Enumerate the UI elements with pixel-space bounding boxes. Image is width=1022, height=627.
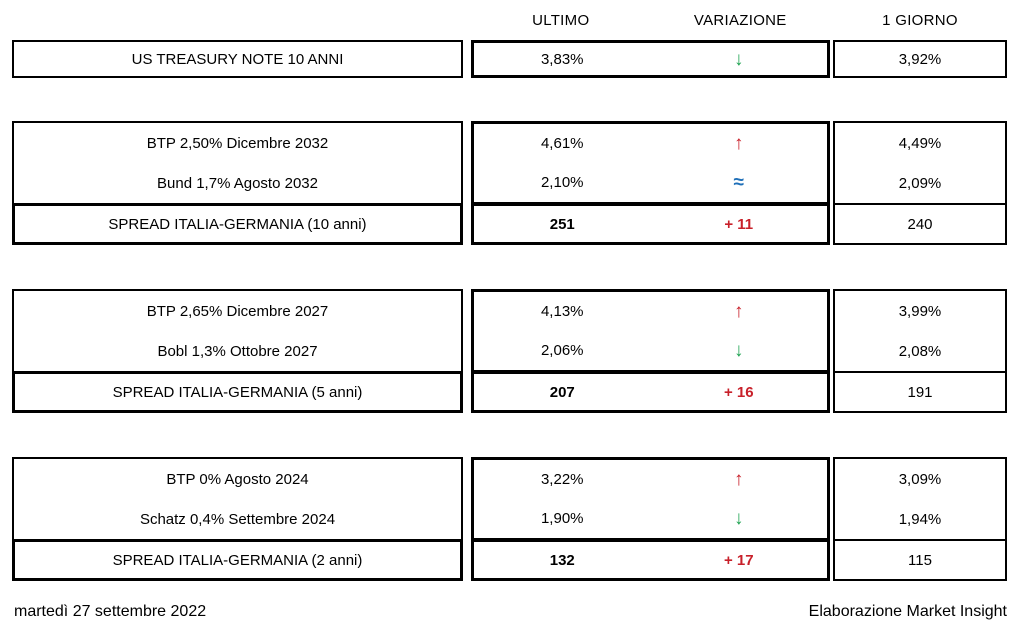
ultimo-value: 2,06% xyxy=(540,342,584,359)
giorno-value: 1,94% xyxy=(898,510,942,528)
spread-label: SPREAD ITALIA-GERMANIA (10 anni) xyxy=(108,215,367,233)
ultimo-value: 1,90% xyxy=(540,510,584,527)
header-spacer xyxy=(12,8,463,32)
instrument-label: BTP 2,50% Dicembre 2032 xyxy=(146,134,329,152)
column-headers: ULTIMO VARIAZIONE 1 GIORNO xyxy=(12,8,1022,32)
giorno-value: 3,92% xyxy=(898,50,942,68)
btp-schatz-2y-table: BTP 0% Agosto 2024 Schatz 0,4% Settembre… xyxy=(0,457,1022,581)
spread-label: SPREAD ITALIA-GERMANIA (2 anni) xyxy=(112,551,363,569)
footer: martedì 27 settembre 2022 Elaborazione M… xyxy=(14,603,1007,621)
approx-equal-icon: ≈ xyxy=(733,172,744,193)
spread-ultimo-value: 132 xyxy=(549,551,575,569)
arrow-up-icon: ↑ xyxy=(734,469,744,490)
instrument-label: BTP 0% Agosto 2024 xyxy=(166,470,309,488)
btp-bobl-5y-table: BTP 2,65% Dicembre 2027 Bobl 1,3% Ottobr… xyxy=(0,289,1022,413)
giorno-value: 3,09% xyxy=(898,470,942,488)
arrow-down-icon: ↓ xyxy=(734,508,744,529)
col-header-ultimo: ULTIMO xyxy=(532,11,590,29)
arrow-up-icon: ↑ xyxy=(734,133,744,154)
ultimo-value: 4,13% xyxy=(540,303,584,320)
instrument-label: Bund 1,7% Agosto 2032 xyxy=(157,174,318,192)
btp-bund-10y-table: BTP 2,50% Dicembre 2032 Bund 1,7% Agosto… xyxy=(0,121,1022,245)
arrow-up-icon: ↑ xyxy=(734,301,744,322)
giorno-value: 3,99% xyxy=(898,302,942,320)
us-treasury-table: US TREASURY NOTE 10 ANNI 3,83% ↓ 3,92% xyxy=(0,40,1022,78)
date-label: martedì 27 settembre 2022 xyxy=(14,603,207,620)
credit-label: Elaborazione Market Insight xyxy=(808,603,1007,620)
giorno-value: 4,49% xyxy=(898,134,942,152)
giorno-value: 2,08% xyxy=(898,342,942,360)
instrument-label: Bobl 1,3% Ottobre 2027 xyxy=(157,342,318,360)
giorno-value: 2,09% xyxy=(898,174,942,192)
spread-ultimo-value: 251 xyxy=(549,215,575,233)
spread-giorno-value: 240 xyxy=(907,215,933,233)
spread-variazione-value: + 16 xyxy=(723,383,754,401)
spread-giorno-value: 115 xyxy=(908,551,932,569)
ultimo-value: 4,61% xyxy=(540,135,584,152)
ultimo-value: 2,10% xyxy=(540,174,584,191)
col-header-1giorno: 1 GIORNO xyxy=(882,11,958,29)
arrow-down-icon: ↓ xyxy=(734,48,744,70)
instrument-label: US TREASURY NOTE 10 ANNI xyxy=(131,50,344,68)
ultimo-value: 3,22% xyxy=(540,471,584,488)
col-header-variazione: VARIAZIONE xyxy=(693,11,787,29)
spread-variazione-value: + 17 xyxy=(723,551,754,569)
ultimo-value: 3,83% xyxy=(540,50,584,68)
arrow-down-icon: ↓ xyxy=(734,340,744,361)
spread-variazione-value: + 11 xyxy=(724,215,754,233)
spread-giorno-value: 191 xyxy=(907,383,933,401)
spread-ultimo-value: 207 xyxy=(549,383,575,401)
spread-label: SPREAD ITALIA-GERMANIA (5 anni) xyxy=(112,383,363,401)
instrument-label: BTP 2,65% Dicembre 2027 xyxy=(146,302,329,320)
instrument-label: Schatz 0,4% Settembre 2024 xyxy=(139,510,336,528)
